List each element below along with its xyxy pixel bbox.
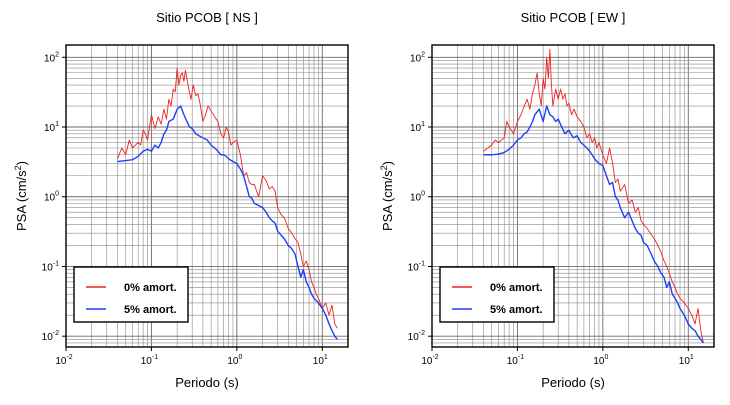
legend-label: 5% amort. [124,304,177,316]
series-line-red [117,67,338,329]
x-tick-label: 10-2 [421,354,438,367]
chart-title: Sitio PCOB [ EW ] [521,10,626,25]
y-tick-label: 102 [44,51,59,64]
x-tick-label: 10-1 [507,354,524,367]
legend-box [73,266,189,323]
x-tick-label: 100 [593,354,608,367]
legend-label: 0% amort. [490,282,543,294]
grid-lines [431,45,715,348]
y-tick-label: 10-1 [408,260,425,273]
chart-panel-1: 10-2 10-1 100 101 10-2 10-1 100 101 102 Sitio PCO… [13,10,349,390]
x-tick-label: 10-2 [55,354,72,367]
legend-box [439,266,555,323]
y-axis-label: PSA (cm/s2) [379,161,395,231]
y-tick-label: 100 [44,191,59,204]
y-tick-label: 102 [410,51,425,64]
chart-title: Sitio PCOB [ NS ] [156,10,258,25]
x-tick-label: 10-1 [141,354,158,367]
y-tick-label: 101 [410,121,425,134]
series-line-red [483,48,704,344]
legend-label: 5% amort. [490,304,543,316]
y-tick-label: 10-2 [42,330,59,343]
y-tick-label: 10-2 [408,330,425,343]
x-tick-label: 100 [227,354,242,367]
plot-frame [65,44,349,348]
x-tick-label: 101 [313,354,328,367]
legend: 0% amort. 5% amort. [73,266,189,323]
x-axis-label: Periodo (s) [175,375,239,390]
chart-panel-2: 10-2 10-1 100 101 10-2 10-1 100 101 102 Sitio PCO… [379,10,715,390]
legend-label: 0% amort. [124,282,177,294]
plot-frame [431,44,715,348]
y-tick-label: 100 [410,191,425,204]
series-line-blue [117,105,338,340]
x-axis-label: Periodo (s) [541,375,605,390]
y-tick-label: 10-1 [42,260,59,273]
legend: 0% amort. 5% amort. [439,266,555,323]
y-axis-label: PSA (cm/s2) [13,161,29,231]
x-tick-label: 101 [679,354,694,367]
series-line-blue [483,105,704,344]
y-tick-label: 101 [44,121,59,134]
